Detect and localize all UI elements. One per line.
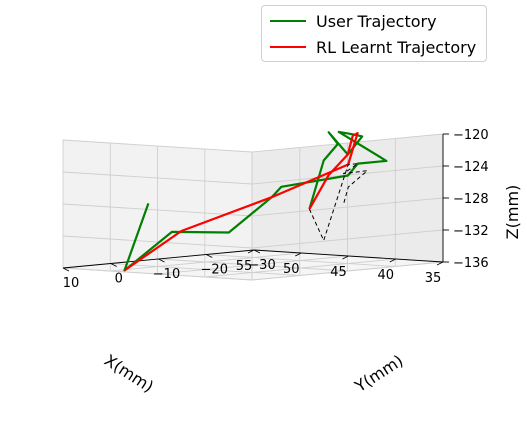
legend-label-rl: RL Learnt Trajectory [316,37,477,57]
x-tick-label: −30 [248,258,275,273]
y-tick-label: 45 [330,265,347,280]
x-tick-mark [253,249,261,254]
tick-marks [62,133,449,272]
x-tick-label: −20 [201,263,228,278]
legend-swatch-rl [270,46,306,48]
grid-line-z [62,165,444,185]
z-tick-label: −120 [453,128,489,143]
x-tick-mark [206,254,213,258]
y-axis-label: Y(mm) [351,351,407,397]
x-tick-label: 10 [63,276,80,291]
y-tick-label: 55 [236,259,253,274]
y-tick-mark [295,252,302,257]
x-tick-label: 0 [115,272,123,287]
z-axis-label: Z(mm) [503,185,522,240]
y-tick-label: 40 [377,268,394,283]
series-layer [123,130,388,272]
legend-label-user: User Trajectory [316,11,437,31]
series-rl-learnt-trajectory [123,132,359,272]
y-tick-label: 50 [283,262,300,277]
legend-item-user: User Trajectory [270,10,437,32]
grid-line-z [62,229,444,249]
series-user-trajectory [123,130,388,272]
z-tick-label: −124 [453,160,489,175]
y-tick-label: 35 [425,271,442,286]
x-tick-mark [158,258,165,263]
x-tick-mark [62,267,70,272]
grid-line-z [62,261,444,281]
legend: User Trajectory RL Learnt Trajectory [261,5,487,62]
y-tick-mark [436,261,444,266]
z-tick-label: −132 [453,224,489,239]
y-tick-mark [342,255,349,260]
z-tick-label: −128 [453,192,489,207]
x-tick-mark [110,263,117,267]
legend-item-rl: RL Learnt Trajectory [270,36,476,58]
x-axis-label: X(mm) [101,351,157,397]
x-tick-label: −10 [153,267,180,282]
y-tick-mark [247,249,255,254]
grid-line-z [62,133,444,153]
z-tick-label: −136 [453,256,489,271]
legend-swatch-user [270,20,306,22]
y-tick-mark [389,258,396,263]
grid-line-z [62,197,444,217]
